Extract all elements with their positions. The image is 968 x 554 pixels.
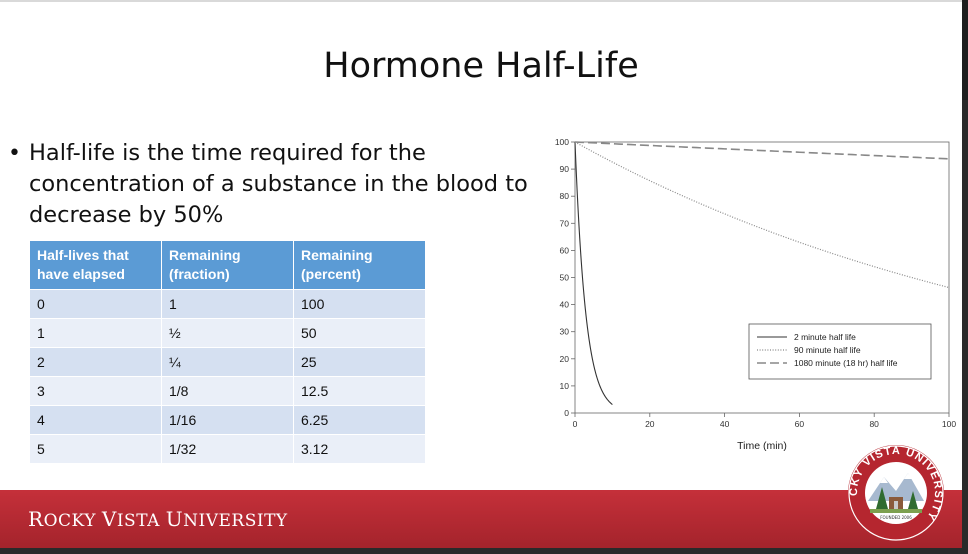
bullet-icon: • bbox=[8, 141, 21, 166]
university-wordmark: ROCKY VISTA UNIVERSITY bbox=[28, 507, 288, 531]
y-tick-label: 100 bbox=[555, 137, 569, 147]
table-cell: 1 bbox=[161, 289, 294, 319]
table-cell: 4 bbox=[29, 405, 162, 435]
table-row: 5 1/32 3.12 bbox=[29, 434, 426, 464]
y-tick-label: 40 bbox=[560, 300, 570, 310]
x-tick-label: 0 bbox=[573, 419, 578, 429]
table-cell: 3.12 bbox=[293, 434, 426, 464]
table-cell: 6.25 bbox=[293, 405, 426, 435]
half-life-table: Half-lives that have elapsed Remaining (… bbox=[29, 240, 426, 464]
y-tick-label: 70 bbox=[560, 218, 570, 228]
table-cell: 1/16 bbox=[161, 405, 294, 435]
y-tick-label: 90 bbox=[560, 164, 570, 174]
table-cell: 3 bbox=[29, 376, 162, 406]
university-seal-icon: FOUNDED 2006 ROCKY VISTA UNIVERSITY bbox=[846, 443, 944, 541]
series-line bbox=[574, 141, 950, 160]
pine-tree-icon bbox=[908, 491, 918, 509]
bullet-line: Half-life is the time required for the bbox=[29, 140, 426, 166]
table-cell: 5 bbox=[29, 434, 162, 464]
x-tick-label: 80 bbox=[869, 419, 879, 429]
x-tick-label: 60 bbox=[795, 419, 805, 429]
slide-title: Hormone Half-Life bbox=[323, 46, 639, 86]
window-edge-bottom bbox=[0, 548, 968, 554]
legend-entry: 2 minute half life bbox=[794, 332, 856, 342]
half-life-chart: 0 10 20 30 40 50 60 70 80 90 100 0 20 40 60 80 100 Time (… bbox=[555, 137, 957, 452]
bullet-text: Half-life is the time required for the c… bbox=[29, 138, 533, 231]
bullet-line: concentration of a substance in the bloo… bbox=[29, 171, 528, 197]
x-tick-label: 20 bbox=[645, 419, 655, 429]
table-cell: 2 bbox=[29, 347, 162, 377]
seal-outer-line bbox=[848, 445, 944, 541]
seal-founded-text: FOUNDED 2006 bbox=[880, 515, 912, 520]
bullet-point: • Half-life is the time required for the… bbox=[8, 138, 533, 231]
table-row: 3 1/8 12.5 bbox=[29, 376, 426, 406]
y-tick-label: 30 bbox=[560, 327, 570, 337]
table-cell: 25 bbox=[293, 347, 426, 377]
table-cell: 0 bbox=[29, 289, 162, 319]
table-cell: 1/32 bbox=[161, 434, 294, 464]
chart-legend bbox=[748, 323, 932, 380]
y-tick-label: 10 bbox=[560, 381, 570, 391]
column-header-half-lives: Half-lives that have elapsed bbox=[29, 240, 162, 290]
y-tick-label: 60 bbox=[560, 245, 570, 255]
legend-entry: 1080 minute (18 hr) half life bbox=[794, 358, 898, 368]
table-cell: 1/8 bbox=[161, 376, 294, 406]
y-tick-label: 80 bbox=[560, 191, 570, 201]
table-cell: ¼ bbox=[161, 347, 294, 377]
x-tick-label: 40 bbox=[720, 419, 730, 429]
column-header-remaining-percent: Remaining (percent) bbox=[293, 240, 426, 290]
x-tick-label: 100 bbox=[942, 419, 956, 429]
column-header-remaining-fraction: Remaining (fraction) bbox=[161, 240, 294, 290]
table-cell: ½ bbox=[161, 318, 294, 348]
table-cell: 50 bbox=[293, 318, 426, 348]
table-cell: 1 bbox=[29, 318, 162, 348]
y-tick-label: 50 bbox=[560, 273, 570, 283]
table-cell: 100 bbox=[293, 289, 426, 319]
y-tick-label: 0 bbox=[564, 408, 569, 418]
bullet-line: decrease by 50% bbox=[29, 202, 224, 228]
pine-tree-icon bbox=[876, 487, 888, 509]
table-row: 1 ½ 50 bbox=[29, 318, 426, 348]
series-line bbox=[574, 141, 613, 405]
x-axis-label: Time (min) bbox=[737, 440, 787, 452]
y-tick-label: 20 bbox=[560, 354, 570, 364]
window-edge-right bbox=[962, 100, 968, 554]
table-row: 0 1 100 bbox=[29, 289, 426, 319]
table-row: 2 ¼ 25 bbox=[29, 347, 426, 377]
chart-plot-area: 0 10 20 30 40 50 60 70 80 90 100 0 20 40 60 80 100 Time (… bbox=[555, 137, 957, 452]
table-row: 4 1/16 6.25 bbox=[29, 405, 426, 435]
legend-entry: 90 minute half life bbox=[794, 345, 861, 355]
footer-bar: ROCKY VISTA UNIVERSITY bbox=[0, 490, 962, 550]
series-line bbox=[574, 141, 950, 289]
table-header-row: Half-lives that have elapsed Remaining (… bbox=[29, 240, 426, 290]
table-cell: 12.5 bbox=[293, 376, 426, 406]
